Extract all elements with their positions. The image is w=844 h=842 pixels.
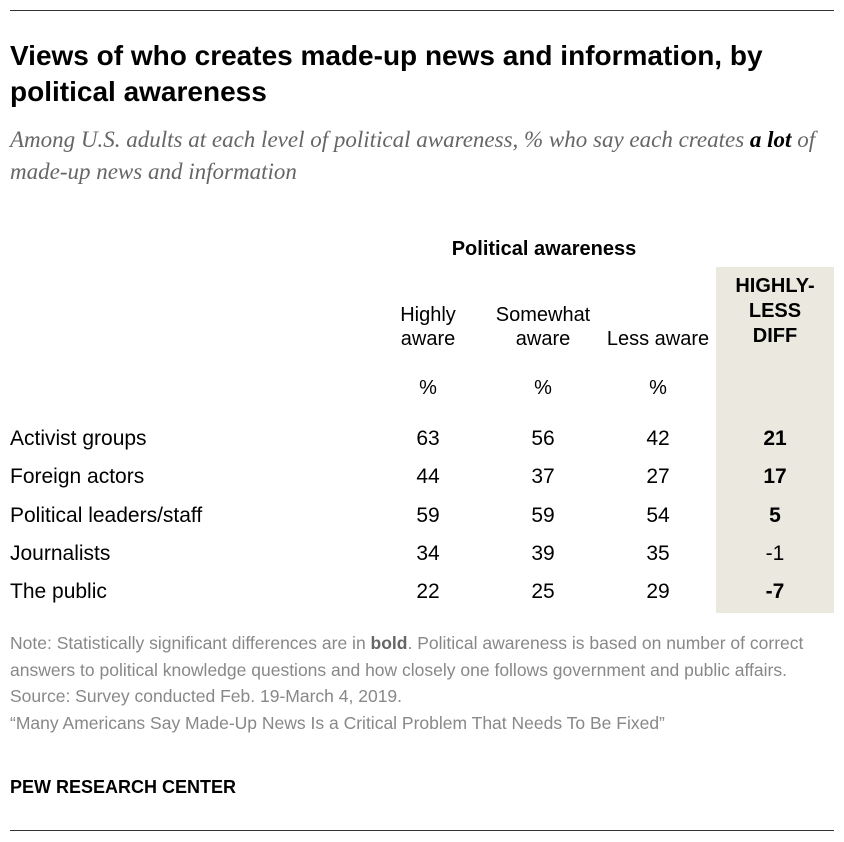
unit-label-highly: % bbox=[419, 377, 437, 399]
source-text: Source: Survey conducted Feb. 19-March 4… bbox=[10, 686, 403, 706]
row-label: Foreign actors bbox=[10, 465, 145, 488]
column-header-line: DIFF bbox=[752, 325, 798, 347]
column-header-line: LESS bbox=[748, 300, 802, 322]
value-diff: -1 bbox=[765, 542, 785, 565]
column-header-line: Highly bbox=[400, 304, 456, 326]
value-somewhat-aware: 56 bbox=[531, 427, 555, 450]
column-header-diff: HIGHLY- LESS DIFF bbox=[716, 274, 834, 349]
note-end: . Political awareness is based on number… bbox=[10, 633, 804, 680]
row-label: Activist groups bbox=[10, 427, 147, 450]
value-somewhat-aware: 39 bbox=[531, 542, 555, 565]
note-text: Note: Statistically significant differen… bbox=[10, 630, 834, 683]
value-less-aware: 42 bbox=[646, 427, 670, 450]
value-somewhat-aware: 59 bbox=[531, 504, 555, 527]
table-row-activist-groups: Activist groups 63 56 42 21 bbox=[0, 421, 844, 459]
row-label: Political leaders/staff bbox=[10, 504, 203, 527]
table-row-political-leaders: Political leaders/staff 59 59 54 5 bbox=[0, 498, 844, 536]
diff-column-background bbox=[716, 267, 834, 613]
column-header-line: aware bbox=[400, 328, 456, 350]
value-less-aware: 35 bbox=[646, 542, 670, 565]
unit-label-somewhat: % bbox=[534, 377, 552, 399]
group-header: Political awareness bbox=[451, 238, 637, 260]
value-highly-aware: 44 bbox=[416, 465, 440, 488]
subtitle-emphasis: a lot bbox=[749, 127, 792, 152]
subtitle-text-start: Among U.S. adults at each level of polit… bbox=[10, 127, 750, 152]
top-rule bbox=[10, 10, 834, 11]
chart-subtitle: Among U.S. adults at each level of polit… bbox=[10, 124, 834, 188]
column-header-highly-aware: Highly aware bbox=[378, 303, 478, 351]
value-somewhat-aware: 37 bbox=[531, 465, 555, 488]
chart-notes: Note: Statistically significant differen… bbox=[10, 630, 834, 736]
value-highly-aware: 63 bbox=[416, 427, 440, 450]
column-header-less-aware: Less aware bbox=[598, 327, 718, 351]
row-label: The public bbox=[10, 580, 107, 603]
value-less-aware: 54 bbox=[646, 504, 670, 527]
table-row-the-public: The public 22 25 29 -7 bbox=[0, 574, 844, 612]
column-header-line: Less aware bbox=[606, 328, 710, 350]
bottom-rule bbox=[10, 830, 834, 831]
table-row-foreign-actors: Foreign actors 44 37 27 17 bbox=[0, 459, 844, 497]
value-highly-aware: 34 bbox=[416, 542, 440, 565]
unit-label-less: % bbox=[649, 377, 667, 399]
row-label: Journalists bbox=[10, 542, 111, 565]
column-header-line: aware bbox=[515, 328, 571, 350]
column-header-somewhat-aware: Somewhat aware bbox=[483, 303, 603, 351]
report-title: “Many Americans Say Made-Up News Is a Cr… bbox=[10, 712, 665, 733]
column-header-line: Somewhat bbox=[495, 304, 591, 326]
organization-name: PEW RESEARCH CENTER bbox=[10, 777, 237, 797]
note-start: Note: Statistically significant differen… bbox=[10, 633, 371, 653]
value-diff: -7 bbox=[765, 580, 785, 603]
value-somewhat-aware: 25 bbox=[531, 580, 555, 603]
value-less-aware: 27 bbox=[646, 465, 670, 488]
column-header-line: HIGHLY- bbox=[735, 275, 815, 297]
value-less-aware: 29 bbox=[646, 580, 670, 603]
value-diff: 5 bbox=[769, 504, 781, 527]
subtitle-text-end: of made-up news and information bbox=[10, 127, 816, 184]
value-diff: 21 bbox=[763, 427, 787, 450]
value-highly-aware: 22 bbox=[416, 580, 440, 603]
note-bold-word: bold bbox=[370, 633, 408, 653]
value-highly-aware: 59 bbox=[416, 504, 440, 527]
value-diff: 17 bbox=[763, 465, 787, 488]
chart-title: Views of who creates made-up news and in… bbox=[10, 40, 763, 107]
table-row-journalists: Journalists 34 39 35 -1 bbox=[0, 536, 844, 574]
